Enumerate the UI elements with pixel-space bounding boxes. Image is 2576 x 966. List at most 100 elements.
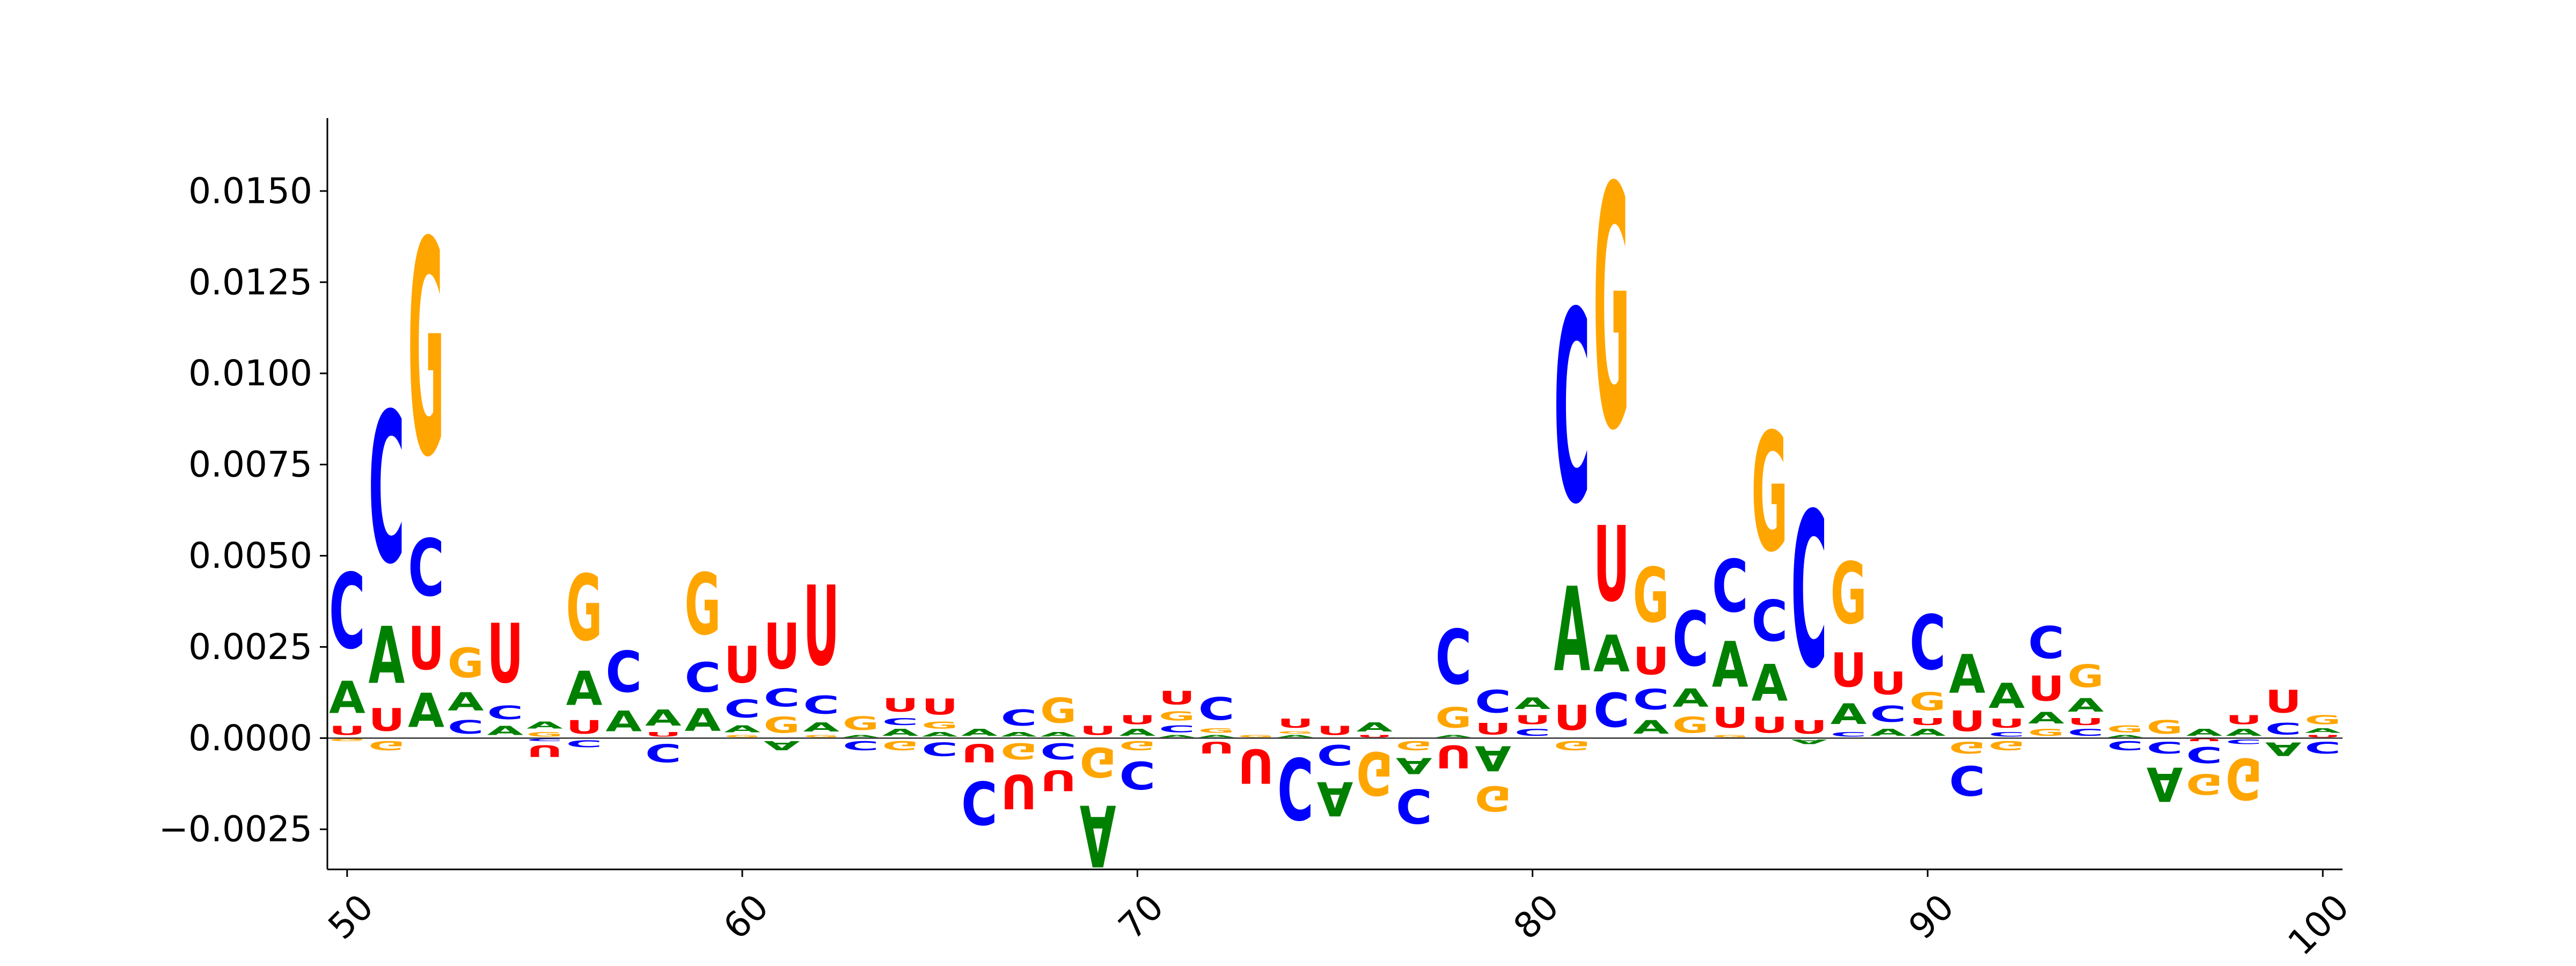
logo-letter-u-pos-71: U (1159, 687, 1195, 709)
logo-letter-g-pos-56: G (566, 556, 603, 662)
logo-letter-c-pos-78: C (1436, 614, 1472, 701)
logo-letter-g-pos-79: G (1475, 778, 1511, 818)
logo-letter-c-pos-64: C (882, 716, 919, 727)
logo-letter-c-pos-50: C (329, 552, 365, 672)
logo-letter-a-pos-69: A (1080, 785, 1116, 883)
logo-letter-g-pos-86: G (1752, 399, 1788, 588)
logo-letter-a-pos-80: A (1514, 694, 1551, 713)
logo-letter-u-pos-68: U (1040, 764, 1077, 796)
logo-letter-c-pos-63: C (843, 738, 879, 752)
logo-letter-c-pos-100: C (2304, 738, 2341, 756)
logo-letter-a-pos-65: A (921, 731, 958, 738)
logo-letter-c-pos-51: C (369, 370, 405, 610)
logo-letter-a-pos-53: A (448, 687, 484, 716)
logo-letter-g-pos-60: G (724, 735, 760, 738)
logo-letter-u-pos-93: U (2028, 669, 2065, 709)
logo-letter-g-pos-81: G (1554, 738, 1590, 752)
logo-letter-u-pos-56: U (566, 716, 603, 738)
logo-letter-c-pos-57: C (605, 640, 642, 705)
y-tick-label-1: 0.0000 (188, 718, 312, 759)
logo-letter-c-pos-70: C (1119, 752, 1155, 796)
logo-letter-g-pos-98: G (2226, 745, 2262, 811)
logo-letter-g-pos-82: G (1593, 118, 1630, 504)
logo-letter-u-pos-67: U (1001, 763, 1037, 817)
logo-letter-u-pos-98: U (2226, 713, 2262, 727)
logo-letter-g-pos-77: G (1396, 738, 1432, 752)
logo-letter-a-pos-64: A (882, 727, 919, 738)
logo-letter-g-pos-91: G (1949, 738, 1986, 756)
logo-letter-c-pos-62: C (803, 691, 839, 720)
logo-letter-c-pos-87: C (1791, 468, 1827, 715)
logo-letter-a-pos-93: A (2028, 709, 2065, 727)
logo-letter-c-pos-71: C (1159, 723, 1195, 735)
logo-letter-g-pos-83: G (1633, 552, 1670, 640)
logo-letter-c-pos-93: C (2028, 618, 2065, 669)
logo-letter-g-pos-74: G (1277, 731, 1314, 735)
logo-letter-a-pos-99: A (2265, 738, 2302, 760)
logo-letter-a-pos-98: A (2226, 727, 2262, 738)
logo-letter-u-pos-83: U (1633, 640, 1670, 684)
logo-letter-u-pos-100: U (2304, 735, 2341, 738)
logo-letter-c-pos-54: C (487, 702, 523, 724)
logo-letter-g-pos-70: G (1119, 738, 1155, 752)
logo-letter-g-pos-64: G (882, 738, 919, 752)
logo-letter-u-pos-72: U (1198, 738, 1235, 756)
logo-letter-c-pos-58: C (645, 738, 682, 767)
logo-letter-c-pos-97: C (2186, 742, 2222, 767)
logo-letter-u-pos-52: U (408, 614, 444, 684)
logo-letter-u-pos-99: U (2265, 683, 2302, 720)
logo-letter-a-pos-97: A (2186, 727, 2222, 738)
logo-letter-c-pos-65: C (921, 738, 958, 760)
y-tick-label-0: −0.0025 (159, 809, 312, 850)
logo-letter-c-pos-99: C (2265, 720, 2302, 738)
logo-letter-u-pos-75: U (1317, 723, 1353, 738)
logo-letter-a-pos-78: A (1436, 734, 1472, 738)
logo-letter-a-pos-77: A (1396, 752, 1432, 778)
logo-letter-g-pos-90: G (1909, 687, 1946, 716)
logo-letter-a-pos-70: A (1119, 727, 1155, 738)
logo-letter-a-pos-50: A (329, 672, 365, 723)
logo-letter-c-pos-84: C (1672, 596, 1709, 683)
logo-letter-a-pos-87: A (1791, 738, 1827, 745)
logo-letter-a-pos-84: A (1672, 683, 1709, 713)
logo-letter-a-pos-61: A (764, 738, 800, 752)
logo-letter-c-pos-59: C (685, 654, 721, 701)
logo-letter-a-pos-66: A (961, 727, 998, 738)
logo-letter-c-pos-89: C (1870, 701, 1906, 727)
logo-letter-u-pos-70: U (1119, 713, 1155, 727)
logo-letter-a-pos-81: A (1554, 562, 1590, 698)
logo-letter-a-pos-88: A (1831, 698, 1867, 731)
logo-letter-g-pos-96: G (2147, 716, 2183, 738)
logo-letter-g-pos-63: G (843, 713, 879, 735)
logo-letter-a-pos-51: A (369, 611, 405, 702)
logo-letter-a-pos-90: A (1909, 727, 1946, 738)
logo-letter-c-pos-74: C (1277, 738, 1314, 836)
logo-letter-g-pos-94: G (2068, 658, 2104, 694)
logo-letter-u-pos-87: U (1791, 716, 1827, 738)
logo-letter-g-pos-76: G (1356, 738, 1393, 807)
logo-letter-a-pos-82: A (1593, 625, 1630, 683)
logo-letter-c-pos-55: C (526, 738, 563, 742)
logo-letter-g-pos-50: G (329, 738, 365, 742)
logo-letter-c-pos-90: C (1909, 599, 1946, 687)
logo-letter-g-pos-92: G (1988, 738, 2025, 752)
logo-letter-c-pos-77: C (1396, 778, 1432, 832)
logo-letter-a-pos-67: A (1001, 731, 1037, 738)
logo-letter-g-pos-51: G (369, 738, 405, 752)
logo-letter-g-pos-88: G (1831, 544, 1867, 643)
logo-letter-u-pos-54: U (487, 606, 523, 701)
logo-letter-a-pos-79: A (1475, 738, 1511, 778)
logo-letter-g-pos-97: G (2186, 767, 2222, 800)
logo-letter-g-pos-84: G (1672, 713, 1709, 738)
logo-letter-a-pos-56: A (566, 662, 603, 716)
plot-area: UACGUACGAUCGCAGACUGACUUAGCACUACACGGACUGC… (329, 118, 2341, 883)
logo-letter-u-pos-65: U (921, 694, 958, 720)
logo-letter-a-pos-62: A (803, 720, 839, 735)
logo-letter-c-pos-66: C (961, 767, 998, 836)
logo-letter-u-pos-58: U (645, 731, 682, 738)
logo-letter-g-pos-69: G (1080, 738, 1116, 786)
logo-letter-a-pos-68: A (1040, 731, 1077, 738)
logo-letter-u-pos-79: U (1475, 720, 1511, 738)
